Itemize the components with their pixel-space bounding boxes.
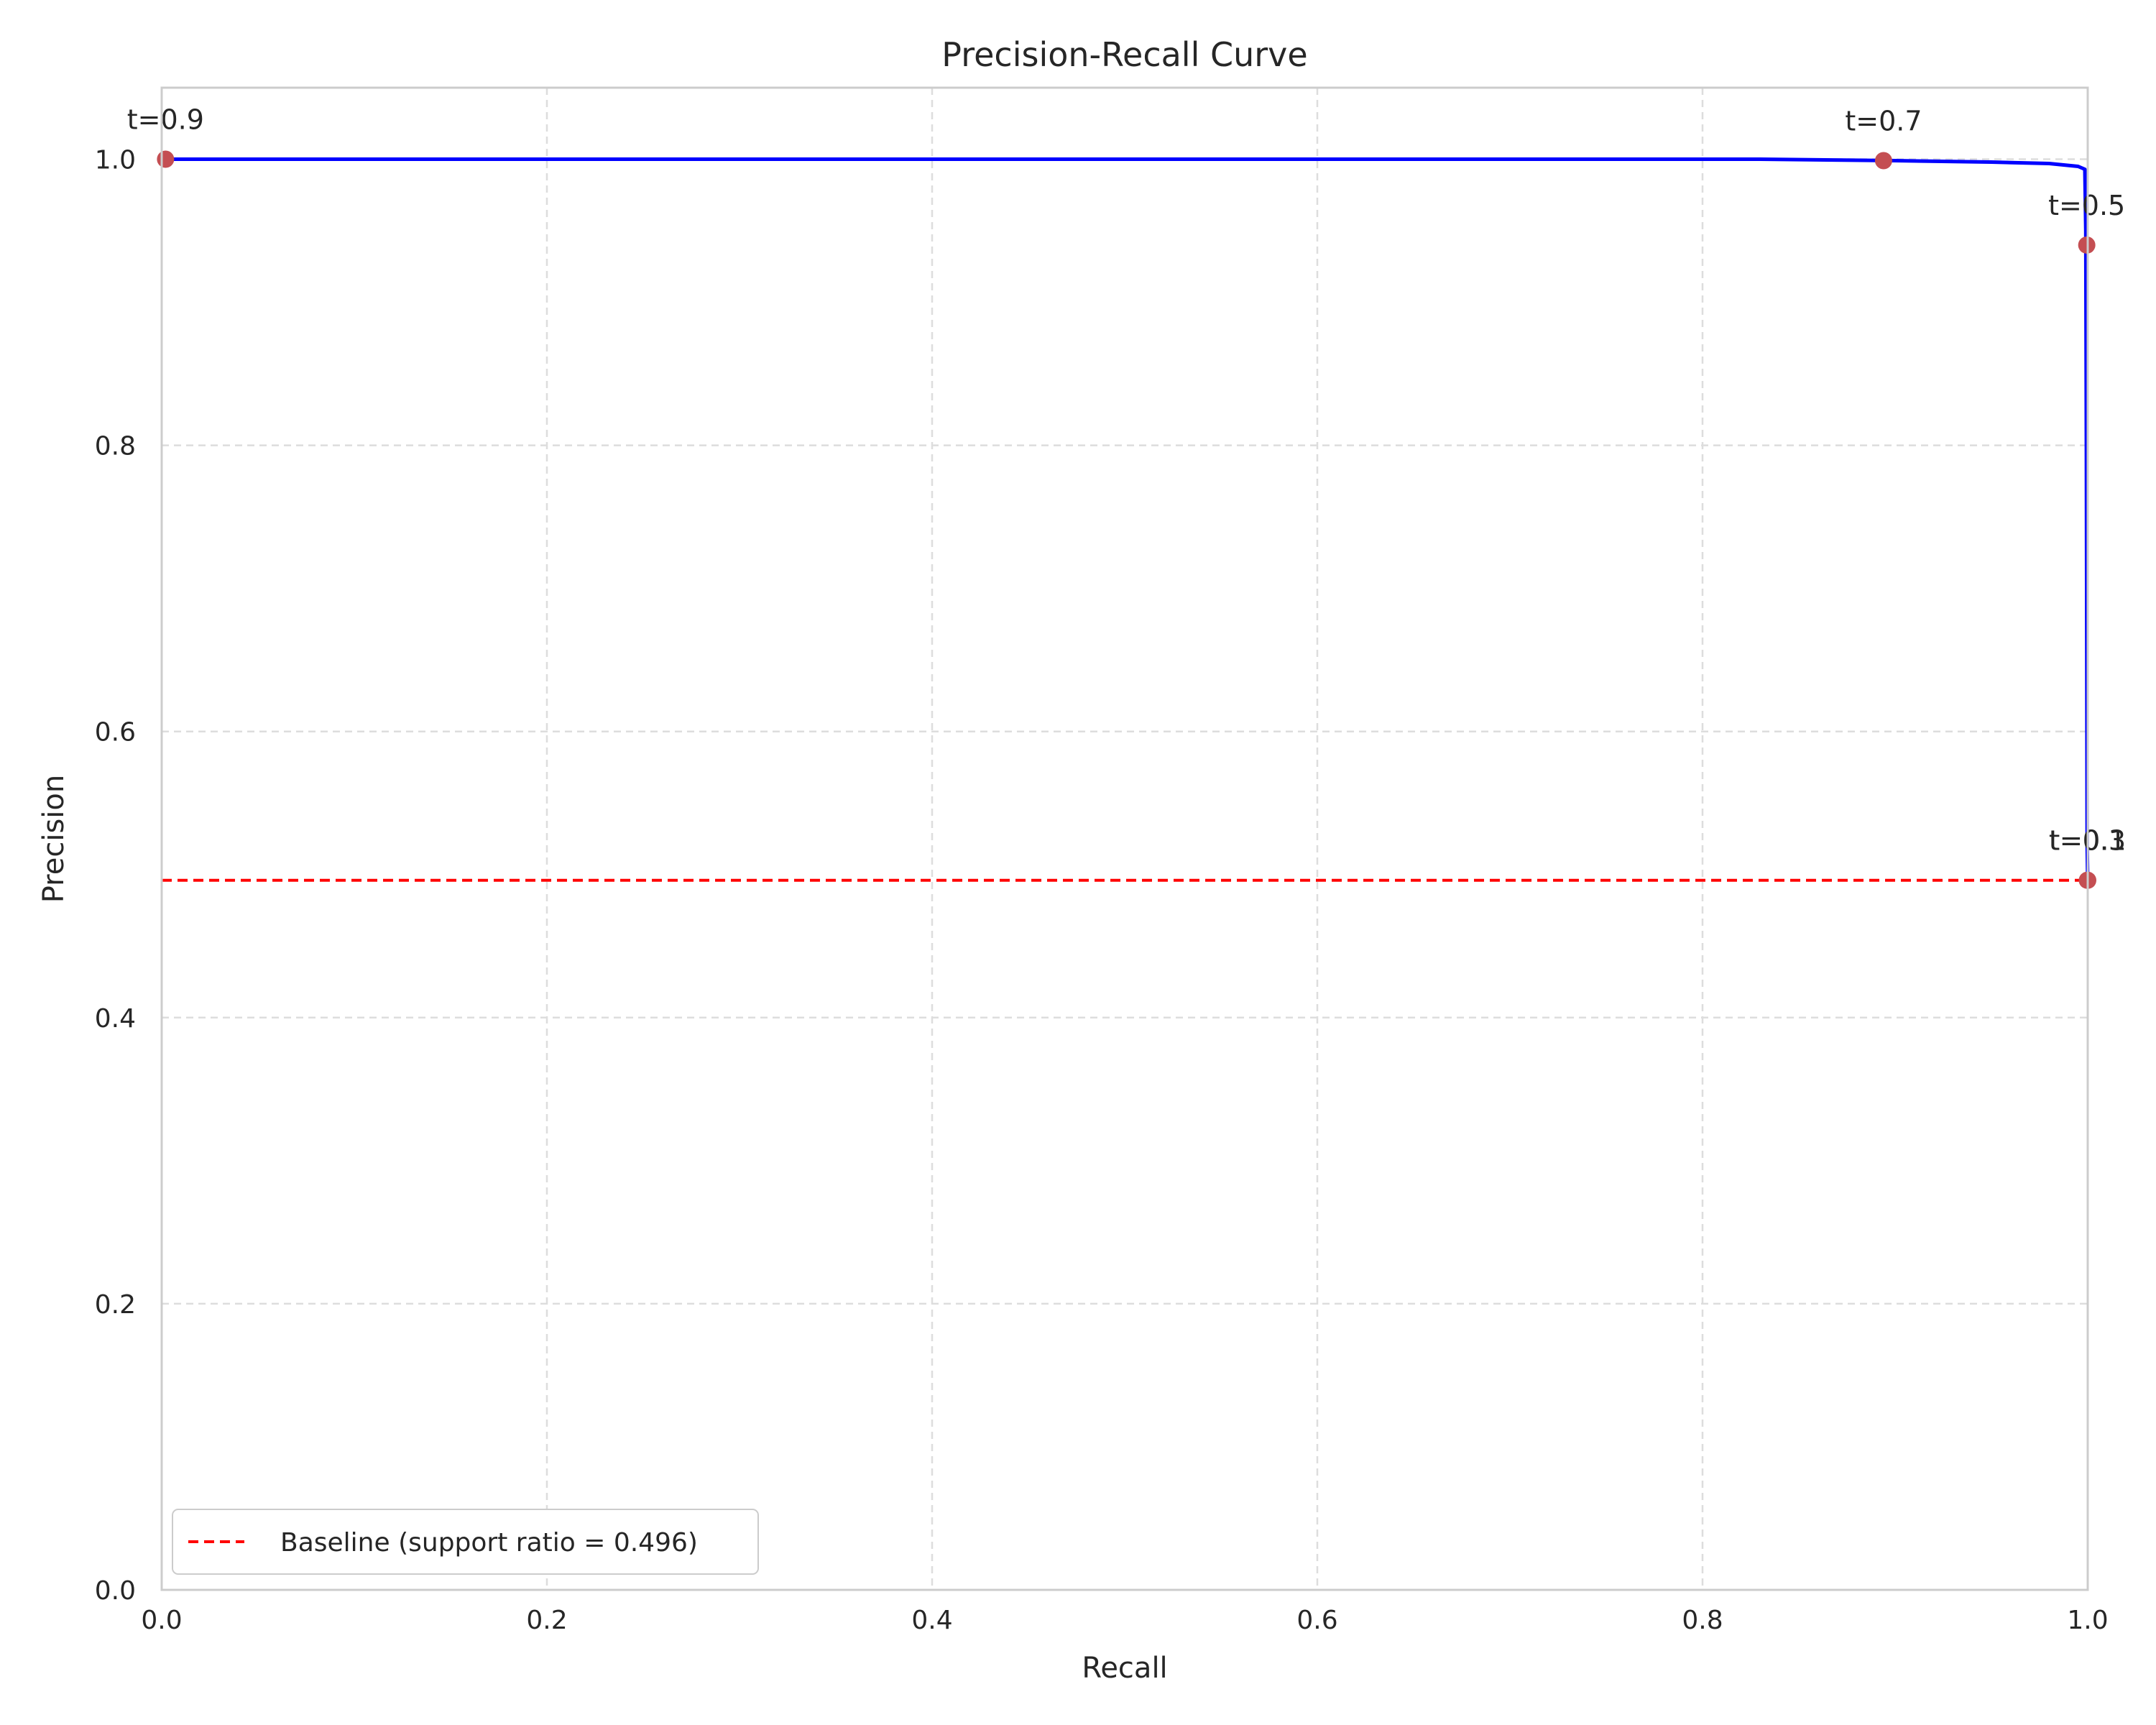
plot-frame (160, 86, 2089, 1591)
threshold-marker (1874, 152, 1892, 170)
x-tick-label: 0.4 (911, 1606, 952, 1635)
x-tick-label: 0.0 (141, 1606, 182, 1635)
series-lines (162, 157, 2090, 882)
x-axis-label: Recall (1082, 1652, 1167, 1685)
x-tick-label: 0.8 (1682, 1606, 1723, 1635)
threshold-markers (157, 150, 2096, 889)
pr-curve-line (162, 157, 2090, 880)
y-axis-label: Precision (37, 775, 70, 903)
x-tick-labels: 0.0 0.2 0.4 0.6 0.8 1.0 (141, 1606, 2108, 1635)
y-tick-label: 0.2 (95, 1290, 136, 1320)
threshold-marker (157, 150, 175, 168)
legend-box (172, 1509, 759, 1575)
y-tick-label: 0.8 (95, 432, 136, 461)
y-tick-label: 0.6 (95, 718, 136, 748)
y-tick-label: 0.0 (95, 1576, 136, 1606)
x-tick-label: 1.0 (2067, 1606, 2108, 1635)
y-tick-labels: 0.0 0.2 0.4 0.6 0.8 1.0 (95, 146, 136, 1606)
threshold-label: t=0.9 (127, 104, 204, 136)
legend-label-baseline: Baseline (support ratio = 0.496) (280, 1528, 698, 1558)
y-tick-label: 0.4 (95, 1004, 136, 1034)
threshold-label: t=0.7 (1845, 106, 1922, 137)
x-tick-label: 0.6 (1296, 1606, 1337, 1635)
y-tick-label: 1.0 (95, 146, 136, 175)
legend: Baseline (support ratio = 0.496) (172, 1509, 759, 1575)
chart-title: Precision-Recall Curve (941, 35, 1307, 74)
grid (162, 88, 2088, 1590)
x-tick-label: 0.2 (526, 1606, 567, 1635)
